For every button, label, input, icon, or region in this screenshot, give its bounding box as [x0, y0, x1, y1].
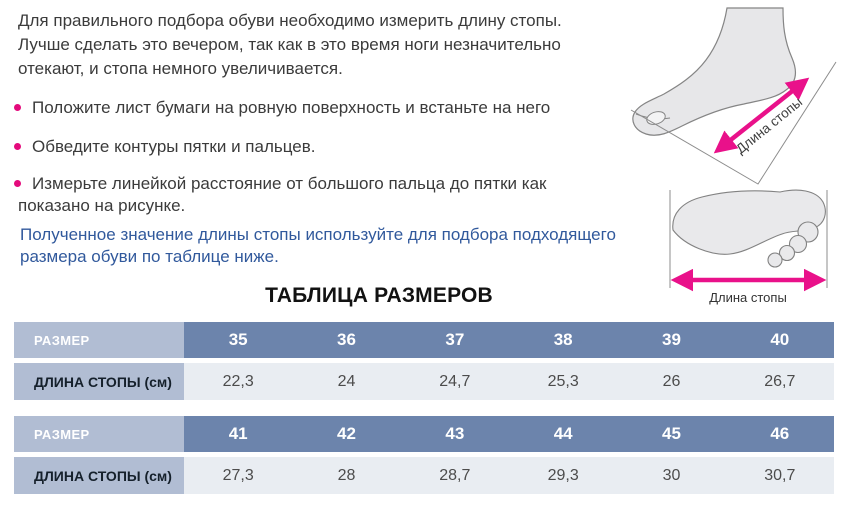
- bullet-item-1: Положите лист бумаги на ровную поверхнос…: [14, 97, 550, 119]
- length-cell: 24,7: [400, 363, 509, 400]
- side-foot-illustration: Длина стопы: [630, 7, 837, 185]
- length-cell: 28: [292, 457, 401, 494]
- toe: [767, 252, 783, 268]
- size-cell: 37: [400, 322, 509, 358]
- length-data-row: ДЛИНА СТОПЫ (см) 27,3 28 28,7 29,3 30 30…: [14, 457, 834, 494]
- length-data-row: ДЛИНА СТОПЫ (см) 22,3 24 24,7 25,3 26 26…: [14, 363, 834, 400]
- length-cell: 30,7: [725, 457, 834, 494]
- size-cell: 42: [292, 416, 401, 452]
- length-cell: 28,7: [400, 457, 509, 494]
- length-row-label: ДЛИНА СТОПЫ (см): [14, 457, 184, 494]
- size-table-1: РАЗМЕР 35 36 37 38 39 40 ДЛИНА СТОПЫ (см…: [14, 322, 834, 400]
- measure-line: [630, 61, 837, 185]
- length-cell: 22,3: [184, 363, 293, 400]
- length-cell: 30: [617, 457, 726, 494]
- toe: [788, 234, 808, 254]
- bullet-text: Измерьте линейкой расстояние от большого…: [32, 174, 547, 193]
- size-cell: 46: [725, 416, 834, 452]
- size-header-row: РАЗМЕР 35 36 37 38 39 40: [14, 322, 834, 358]
- length-row-label: ДЛИНА СТОПЫ (см): [14, 363, 184, 400]
- size-cell: 44: [508, 416, 618, 452]
- size-cell: 39: [617, 322, 726, 358]
- size-table-title: ТАБЛИЦА РАЗМЕРОВ: [265, 284, 493, 307]
- bullet-item-3: Измерьте линейкой расстояние от большого…: [14, 173, 546, 217]
- size-cell: 41: [184, 416, 293, 452]
- length-cell: 24: [292, 363, 401, 400]
- length-cell: 27,3: [184, 457, 293, 494]
- size-row-label: РАЗМЕР: [14, 416, 184, 452]
- size-header-row: РАЗМЕР 41 42 43 44 45 46: [14, 416, 834, 452]
- bullet-dot: [14, 143, 21, 150]
- note-line: размера обуви по таблице ниже.: [20, 247, 279, 266]
- intro-line: Для правильного подбора обуви необходимо…: [18, 11, 562, 30]
- sole-outline: [672, 189, 826, 255]
- bullet-text: Положите лист бумаги на ровную поверхнос…: [32, 98, 551, 117]
- length-cell: 26,7: [725, 363, 834, 400]
- intro-line: отекают, и стопа немного увеличивается.: [18, 59, 343, 78]
- intro-paragraph: Для правильного подбора обуви необходимо…: [18, 9, 562, 81]
- measure-arrow: [713, 77, 810, 154]
- size-cell: 38: [508, 322, 618, 358]
- foot-length-label: Длина стопы: [709, 290, 787, 305]
- length-cell: 29,3: [508, 457, 618, 494]
- size-cell: 40: [725, 322, 834, 358]
- toe: [778, 244, 796, 262]
- size-row-label: РАЗМЕР: [14, 322, 184, 358]
- note-paragraph: Полученное значение длины стопы использу…: [20, 224, 616, 268]
- size-table-2: РАЗМЕР 41 42 43 44 45 46 ДЛИНА СТОПЫ (см…: [14, 416, 834, 494]
- intro-line: Лучше сделать это вечером, так как в это…: [18, 35, 561, 54]
- footprint-illustration: Длина стопы: [669, 189, 828, 305]
- toenail: [646, 111, 666, 125]
- size-cell: 36: [292, 322, 401, 358]
- bullet-dot: [14, 180, 21, 187]
- bullet-text: Обведите контуры пятки и пальцев.: [32, 137, 316, 156]
- bullet-dot: [14, 104, 21, 111]
- size-cell: 43: [400, 416, 509, 452]
- note-line: Полученное значение длины стопы использу…: [20, 225, 616, 244]
- size-cell: 35: [184, 322, 293, 358]
- bullet-text-wrap: показано на рисунке.: [18, 196, 186, 215]
- bullet-item-2: Обведите контуры пятки и пальцев.: [14, 136, 316, 158]
- length-cell: 26: [617, 363, 726, 400]
- size-cell: 45: [617, 416, 726, 452]
- length-cell: 25,3: [508, 363, 618, 400]
